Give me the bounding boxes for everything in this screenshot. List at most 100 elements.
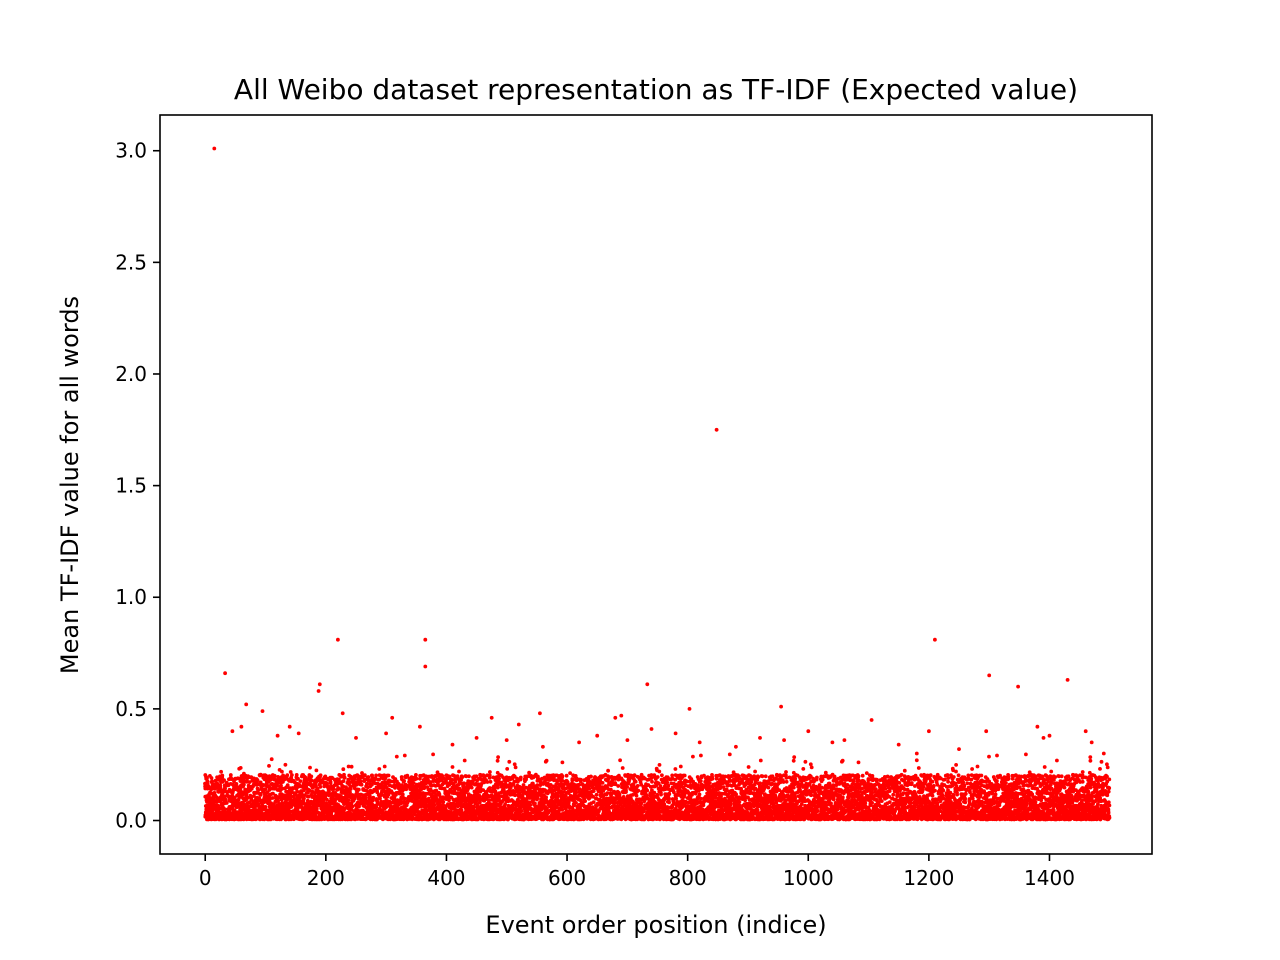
data-point — [234, 782, 239, 786]
data-point — [205, 779, 210, 784]
data-point — [308, 765, 312, 770]
data-point — [232, 808, 237, 813]
data-point — [247, 800, 252, 805]
data-point — [258, 780, 263, 785]
data-point — [564, 773, 569, 778]
data-point — [616, 784, 621, 788]
data-point — [269, 757, 274, 762]
data-point — [294, 773, 299, 777]
data-point — [589, 774, 593, 779]
data-point — [431, 752, 435, 757]
data-point — [219, 769, 224, 774]
data-point — [210, 779, 215, 784]
data-point — [258, 793, 263, 797]
data-point — [309, 774, 314, 779]
data-point — [609, 787, 613, 792]
data-point — [238, 766, 243, 770]
data-point — [261, 783, 266, 788]
data-point — [462, 758, 467, 763]
data-point — [318, 773, 323, 778]
data-point — [386, 773, 391, 778]
data-point — [220, 775, 225, 780]
data-point — [446, 791, 451, 796]
data-point — [556, 794, 560, 799]
data-point — [507, 759, 512, 764]
data-point — [402, 779, 406, 783]
data-point — [457, 769, 461, 774]
data-point — [314, 806, 319, 811]
data-point — [527, 770, 531, 775]
data-point — [314, 768, 319, 773]
data-point — [256, 788, 261, 792]
data-point — [272, 773, 277, 778]
data-point — [205, 776, 209, 780]
data-point — [591, 800, 596, 804]
data-point — [495, 758, 500, 763]
data-point — [496, 755, 500, 759]
data-point — [290, 787, 295, 791]
data-point — [229, 777, 234, 781]
data-point — [288, 794, 292, 799]
data-point — [467, 774, 471, 779]
data-point — [544, 795, 548, 800]
data-point — [240, 811, 245, 816]
data-point — [371, 795, 376, 800]
data-point — [432, 803, 437, 808]
data-point — [487, 776, 492, 780]
data-point — [356, 787, 361, 792]
data-point — [469, 785, 474, 790]
data-point — [382, 764, 387, 769]
data-point — [450, 765, 455, 769]
data-point — [236, 797, 241, 802]
data-point — [267, 764, 271, 768]
data-point — [606, 768, 610, 773]
data-point — [528, 803, 533, 807]
data-point — [497, 776, 501, 781]
data-point — [366, 775, 371, 779]
data-point — [349, 764, 354, 769]
data-point — [341, 779, 346, 783]
data-point — [342, 775, 347, 780]
data-point — [224, 801, 229, 805]
chart-title: All Weibo dataset representation as TF-I… — [234, 73, 1078, 106]
data-point — [555, 779, 560, 784]
data-point — [618, 758, 622, 763]
data-point — [495, 785, 500, 790]
data-point — [238, 787, 243, 792]
data-point — [359, 782, 364, 787]
data-point — [255, 778, 260, 782]
data-point — [228, 773, 233, 777]
data-point — [263, 805, 268, 809]
data-point — [374, 773, 378, 778]
data-point — [270, 796, 275, 800]
data-point — [375, 801, 380, 805]
data-point — [583, 799, 587, 803]
scatter-points — [203, 146, 1112, 822]
data-point — [441, 800, 446, 804]
data-point — [620, 766, 625, 770]
data-point — [624, 788, 628, 793]
data-point — [223, 807, 228, 812]
data-point — [414, 776, 419, 781]
data-point — [257, 796, 262, 801]
data-point — [505, 767, 510, 771]
data-point — [318, 785, 323, 789]
data-point — [241, 782, 246, 787]
data-point — [285, 773, 290, 777]
data-point — [518, 777, 523, 782]
data-point — [331, 787, 336, 791]
data-point — [290, 773, 294, 777]
data-point — [400, 792, 405, 797]
data-point — [298, 779, 303, 783]
data-point — [350, 804, 355, 809]
data-point — [328, 779, 333, 784]
data-point — [625, 785, 629, 789]
data-point — [560, 774, 565, 778]
data-point — [594, 792, 599, 797]
data-point — [283, 762, 288, 767]
data-point — [222, 778, 227, 782]
data-point — [560, 760, 565, 765]
data-point — [394, 754, 399, 759]
data-point — [488, 770, 492, 774]
